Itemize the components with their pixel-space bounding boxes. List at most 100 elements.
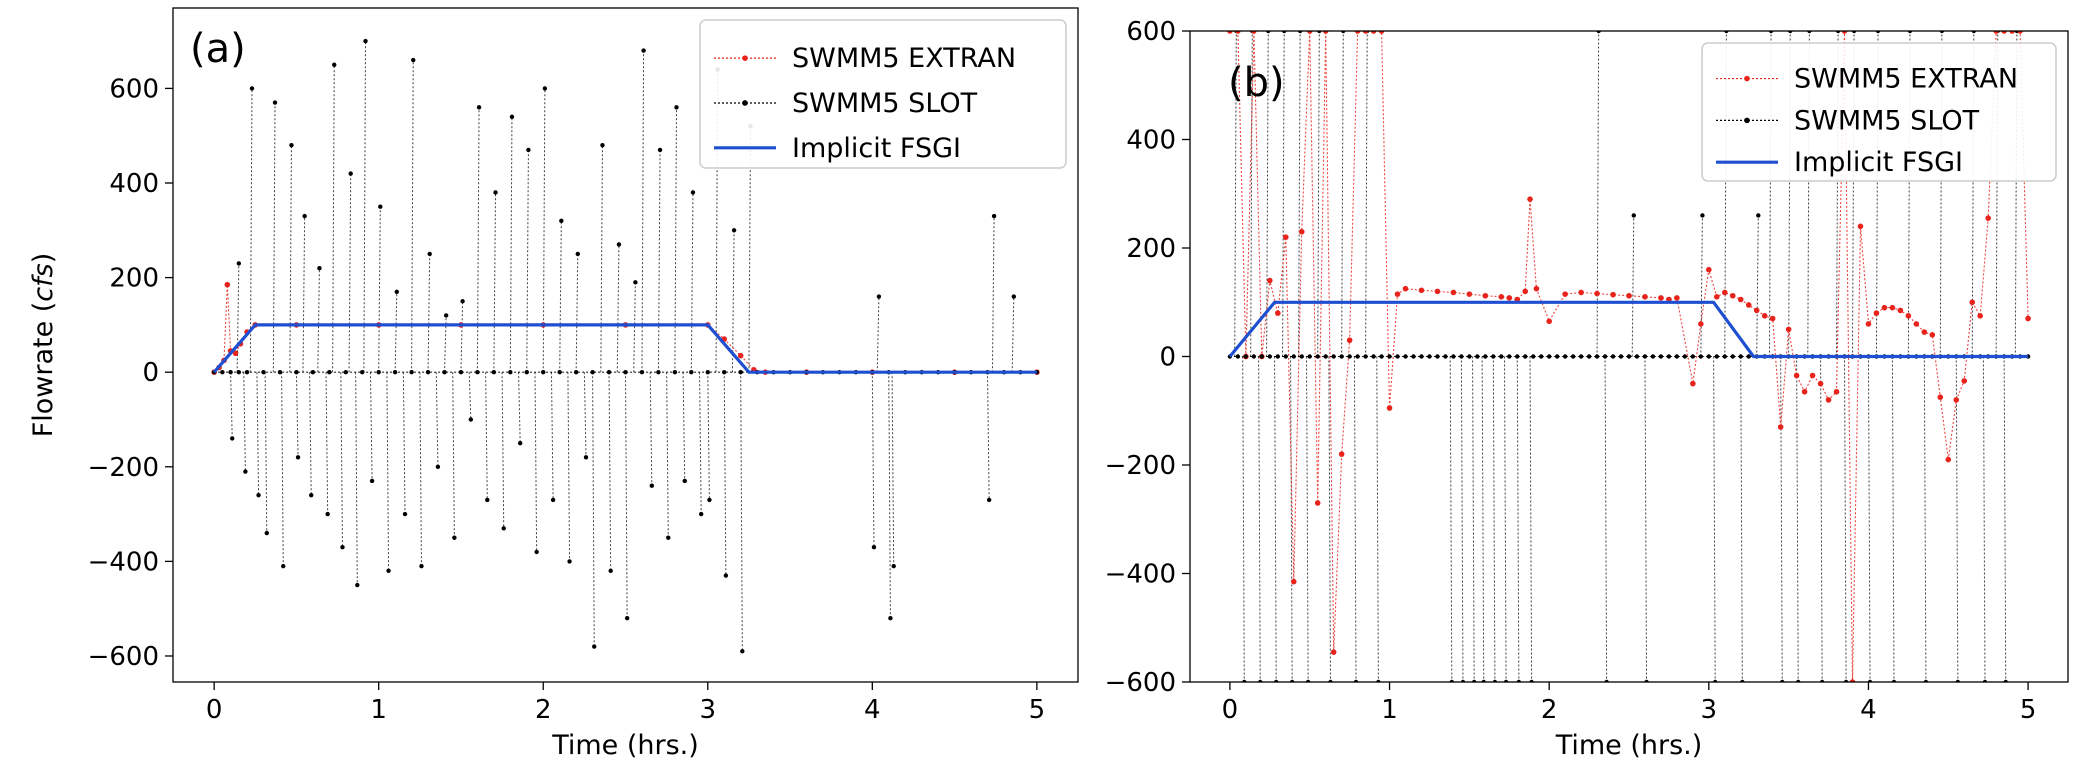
slot-spike-marker <box>616 242 622 247</box>
extran-marker <box>1450 289 1457 296</box>
slot-spike-marker <box>888 615 893 621</box>
slot-marker <box>458 369 464 375</box>
slot-marker <box>1738 354 1743 359</box>
slot-spike <box>1503 356 1507 682</box>
slot-spike <box>1516 356 1520 682</box>
slot-marker <box>1267 354 1273 359</box>
slot-marker <box>1722 354 1727 359</box>
slot-spike <box>444 315 447 373</box>
extran-marker <box>1777 424 1784 430</box>
slot-spike <box>871 372 875 548</box>
slot-marker <box>1435 354 1440 359</box>
legend-box <box>699 19 1067 169</box>
slot-marker <box>623 369 628 375</box>
slot-spike-marker <box>493 190 498 195</box>
extran-marker <box>1282 234 1289 240</box>
slot-spike-marker <box>332 62 337 67</box>
slot-marker <box>1674 354 1680 359</box>
slot-marker <box>1323 354 1328 359</box>
slot-spike-marker <box>731 228 737 233</box>
extran-marker <box>1527 196 1533 202</box>
extran-marker <box>1953 397 1960 403</box>
slot-spike <box>991 216 995 373</box>
slot-spike <box>666 372 669 538</box>
slot-spike <box>690 192 694 373</box>
slot-spike-marker <box>295 455 301 460</box>
slot-spike-marker <box>871 545 877 550</box>
extran-marker <box>1235 31 1241 34</box>
slot-marker <box>1562 354 1568 359</box>
x-tick-label: 3 <box>1701 695 1718 725</box>
x-tick-label: 4 <box>1860 695 1877 725</box>
slot-marker <box>1539 354 1544 359</box>
extran-marker <box>1729 292 1736 299</box>
slot-spike-marker <box>230 436 235 441</box>
slot-spike <box>411 60 414 373</box>
slot-spike <box>452 372 455 538</box>
slot-spike <box>340 372 343 548</box>
slot-marker <box>1331 354 1336 359</box>
slot-spike <box>608 372 612 571</box>
slot-spike <box>1353 356 1357 682</box>
slot-spike-marker <box>249 86 255 91</box>
extran-marker <box>1833 388 1840 395</box>
extran-marker <box>1897 307 1904 314</box>
y-tick-label: 0 <box>142 358 159 388</box>
slot-spike <box>1713 356 1716 682</box>
legend-marker <box>1744 117 1750 124</box>
slot-spike <box>1011 296 1015 373</box>
y-tick-label: −600 <box>1105 668 1176 698</box>
extran-marker <box>1849 679 1856 682</box>
slot-spike-marker <box>236 261 242 266</box>
slot-spike <box>731 230 735 373</box>
slot-marker <box>1650 354 1656 359</box>
extran-marker <box>1275 310 1281 316</box>
slot-spike-marker <box>476 105 482 110</box>
extran-marker <box>1817 380 1824 387</box>
slot-marker <box>1618 354 1624 359</box>
slot-spike <box>1460 356 1464 682</box>
extran-marker <box>1921 329 1928 335</box>
extran-marker <box>1905 313 1912 319</box>
extran-marker <box>1873 310 1880 316</box>
slot-marker <box>1746 354 1751 359</box>
slot-marker <box>1243 354 1249 359</box>
slot-spike <box>1891 356 1895 682</box>
slot-spike-marker <box>534 549 539 555</box>
slot-spike-marker <box>317 265 322 271</box>
slot-spike <box>1604 356 1608 682</box>
slot-spike-marker <box>723 573 729 578</box>
slot-spike-marker <box>309 492 314 498</box>
extran-marker <box>1809 372 1816 379</box>
slot-spike-marker <box>666 535 671 540</box>
slot-spike <box>1274 356 1277 682</box>
legend: SWMM5 EXTRAN SWMM5 SLOT Implicit FSGI <box>1701 42 2057 182</box>
slot-spike-marker <box>592 644 597 649</box>
extran-marker <box>1626 292 1632 299</box>
slot-marker <box>1403 354 1408 359</box>
y-tick-label: 200 <box>1126 234 1176 264</box>
slot-spike <box>1740 356 1743 682</box>
slot-spike-marker <box>624 615 630 621</box>
slot-spike-marker <box>608 568 613 574</box>
slot-marker <box>1379 354 1384 359</box>
extran-marker <box>1578 289 1584 296</box>
slot-spike <box>987 372 990 500</box>
extran-marker <box>1937 394 1944 400</box>
panel-a: 0 1 2 3 4 5 −600 −400 −200 0 200 400 600 Time (hrs.) F… <box>28 7 1079 761</box>
slot-marker <box>1610 354 1616 359</box>
slot-marker <box>220 369 225 375</box>
slot-marker <box>228 369 233 375</box>
extran-marker <box>1227 31 1233 34</box>
x-tick-label: 4 <box>864 695 881 725</box>
slot-marker <box>261 369 266 375</box>
x-tick-label: 1 <box>1381 695 1398 725</box>
extran-marker <box>1251 31 1257 34</box>
slot-marker <box>392 369 398 375</box>
slot-spike <box>355 372 358 586</box>
slot-spike <box>674 107 678 373</box>
slot-spike <box>1317 31 1320 357</box>
slot-spike-marker <box>485 497 490 503</box>
x-tick-label: 0 <box>206 695 223 725</box>
slot-marker <box>1602 354 1608 359</box>
